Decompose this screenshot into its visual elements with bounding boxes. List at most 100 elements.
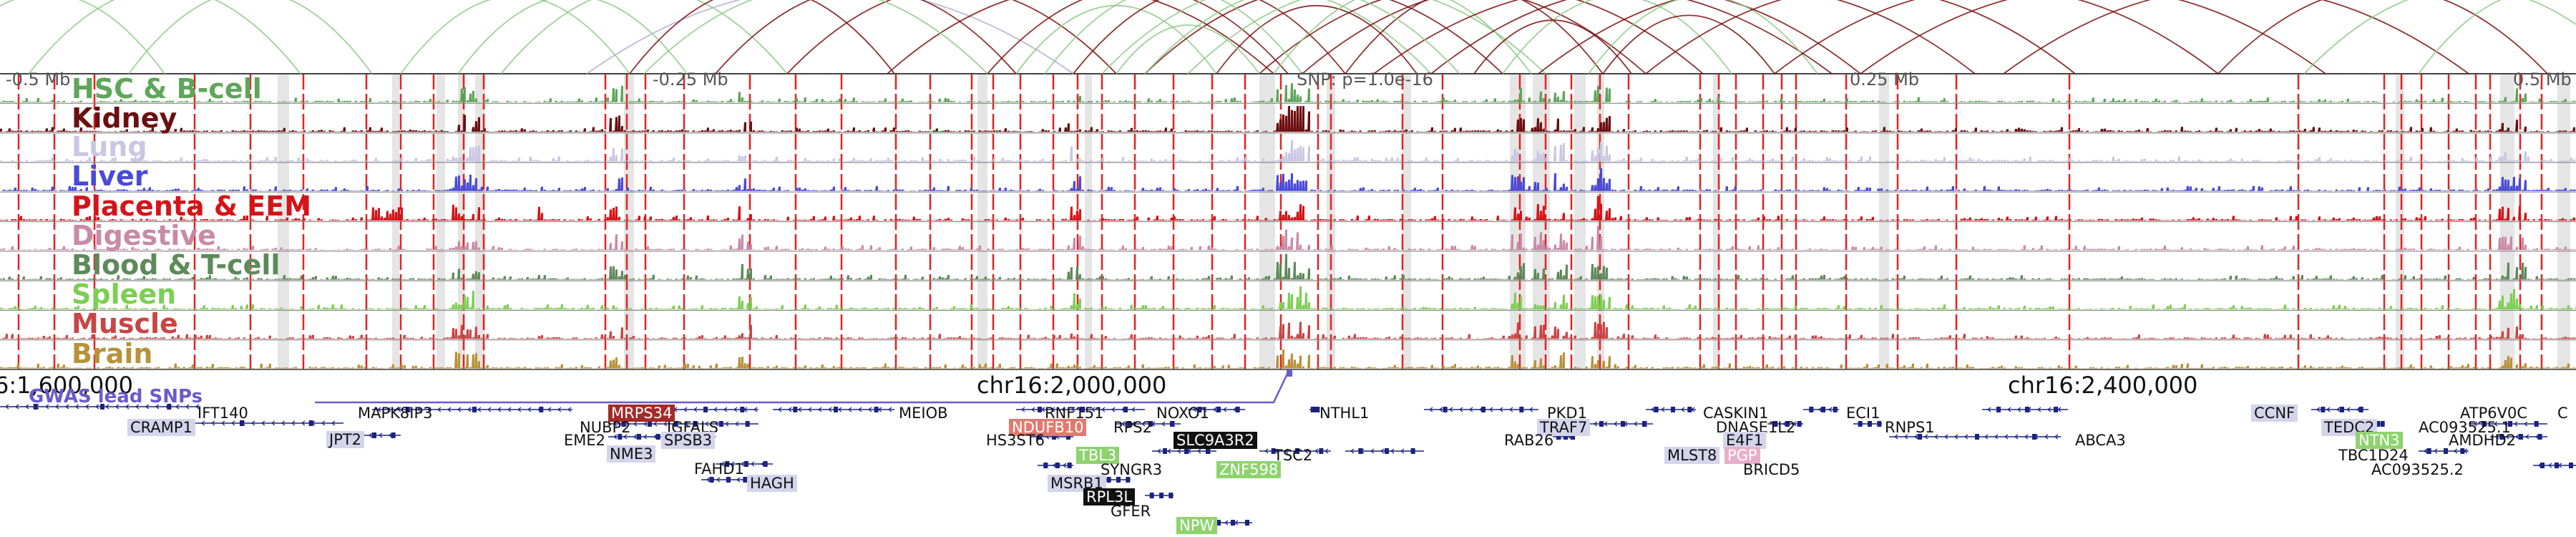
gene-label[interactable]: TSC2 (1274, 447, 1313, 464)
gene-label[interactable]: NTHL1 (1319, 405, 1370, 422)
strand-arrow (2424, 448, 2428, 454)
gene-label[interactable]: AC093525.2 (2371, 461, 2464, 478)
exon-block (2444, 448, 2448, 454)
gene-label[interactable]: FAHD1 (694, 460, 744, 478)
gene-label[interactable]: MRPS34 (608, 405, 675, 422)
gene-label[interactable]: MAPK8IP3 (358, 405, 433, 422)
gene-label[interactable]: E4F1 (1723, 432, 1767, 449)
gene-label[interactable]: RAB26 (1504, 432, 1554, 449)
strand-arrow (613, 434, 618, 440)
gene-label[interactable]: AMDHD2 (2449, 432, 2516, 449)
gene-label[interactable]: HS3ST6 (986, 432, 1045, 449)
track-label-hsc-b-cell: HSC & B-cell (72, 73, 262, 105)
gene-label[interactable]: C (2557, 405, 2568, 422)
gene-label[interactable]: NOXO1 (1156, 405, 1209, 422)
strand-arrow (2495, 434, 2499, 440)
track-label-spleen: Spleen (72, 279, 177, 310)
strand-arrow (2336, 407, 2341, 412)
interaction-arc (887, 0, 1274, 74)
strand-arrow (1429, 407, 1433, 412)
exon-block (2376, 421, 2380, 427)
scale-label-minus-0.5mb: -0.5 Mb (6, 69, 71, 90)
gene-label[interactable]: AC093525.1 (2419, 419, 2511, 436)
exon-block (637, 434, 641, 440)
strand-arrow (858, 407, 862, 412)
gene-label[interactable]: NDUFB10 (1009, 419, 1087, 436)
exon-block (33, 404, 38, 410)
exon-block (1599, 421, 1604, 427)
signal-track-muscle (0, 321, 2576, 339)
exon-block (1519, 407, 1524, 412)
strand-arrow (705, 421, 709, 427)
strand-arrow (828, 407, 832, 412)
exon-block (1216, 520, 1221, 526)
gene-label[interactable]: NME3 (607, 445, 656, 463)
exon-block (1216, 407, 1221, 412)
gene-label[interactable]: CRAMP1 (127, 419, 195, 436)
strand-arrow (331, 420, 336, 426)
strand-arrow (2454, 448, 2458, 454)
gene-label[interactable]: TRAF7 (1537, 419, 1591, 436)
strand-arrow (1380, 448, 1385, 454)
interaction-arc (1538, 0, 1976, 74)
exon-block (1055, 463, 1060, 468)
gene-label[interactable]: TBC1D24 (2338, 447, 2409, 464)
gene-label[interactable]: JPT2 (326, 431, 365, 448)
gene-label[interactable]: ATP6V0C (2460, 405, 2527, 422)
strand-arrow (1792, 421, 1797, 427)
strand-arrow (643, 434, 648, 440)
gene-label[interactable]: PGP (1724, 447, 1760, 464)
strand-arrow (1987, 407, 1991, 412)
gene-label[interactable]: SYNGR3 (1101, 461, 1163, 478)
strand-arrow (457, 407, 462, 412)
gene-label[interactable]: MEIOB (899, 405, 948, 422)
strand-arrow (2007, 407, 2011, 412)
gwas-snp-link (315, 372, 1289, 404)
strand-arrow (1061, 407, 1065, 412)
exon-block (793, 407, 798, 412)
gene-label[interactable]: RPL3L (1083, 488, 1136, 505)
gene-label[interactable]: BRICD5 (1743, 461, 1800, 478)
exon-block (100, 404, 104, 410)
gene-label[interactable]: NUBP2 (580, 419, 631, 436)
interaction-arc (1473, 19, 1632, 74)
strand-arrow (2474, 421, 2478, 427)
exon-block (2540, 463, 2545, 468)
gene-label[interactable]: NTN3 (2356, 432, 2403, 449)
strand-arrow (115, 404, 119, 410)
strand-arrow (175, 404, 180, 410)
strand-arrow (735, 421, 739, 427)
gene-label[interactable]: EME2 (564, 432, 606, 449)
strand-arrow (1661, 407, 1665, 412)
gene-label[interactable]: SLC9A3R2 (1174, 432, 1257, 449)
track-label-placenta-eem: Placenta & EEM (72, 190, 312, 222)
exon-block (1148, 421, 1153, 427)
strand-arrow (1499, 407, 1503, 412)
gene-label[interactable]: TBL3 (1076, 447, 1120, 464)
gene-label[interactable]: RPS2 (1113, 419, 1152, 436)
track-label-liver: Liver (72, 160, 148, 192)
strand-arrow (1193, 407, 1197, 412)
exon-block (1127, 421, 1131, 427)
gene-label[interactable]: IFT140 (197, 405, 248, 422)
strand-arrow (1101, 407, 1106, 412)
gene-label[interactable]: ABCA3 (2075, 432, 2126, 449)
exon-block (1184, 448, 1189, 454)
strand-arrow (1924, 434, 1928, 440)
gene-label[interactable]: GFER (1111, 503, 1151, 520)
interaction-arc (1116, 24, 1260, 74)
gene-label[interactable]: RNPS1 (1885, 419, 1935, 436)
gene-label[interactable]: ZNF598 (1216, 461, 1282, 478)
gene-label[interactable]: CASKIN1 (1703, 405, 1769, 422)
exon-block (1563, 434, 1568, 440)
gene-label[interactable]: ECI1 (1846, 405, 1880, 422)
gene-label[interactable]: HAGH (747, 475, 797, 492)
gene-label[interactable]: CCNF (2251, 405, 2298, 422)
gene-label[interactable]: SPSB3 (661, 432, 716, 449)
exon-block (1271, 448, 1276, 454)
gene-label[interactable]: MLST8 (1664, 447, 1720, 464)
strand-arrow (1782, 421, 1787, 427)
gene-label[interactable]: NPW (1176, 517, 1218, 534)
interaction-arc (1101, 0, 1432, 74)
